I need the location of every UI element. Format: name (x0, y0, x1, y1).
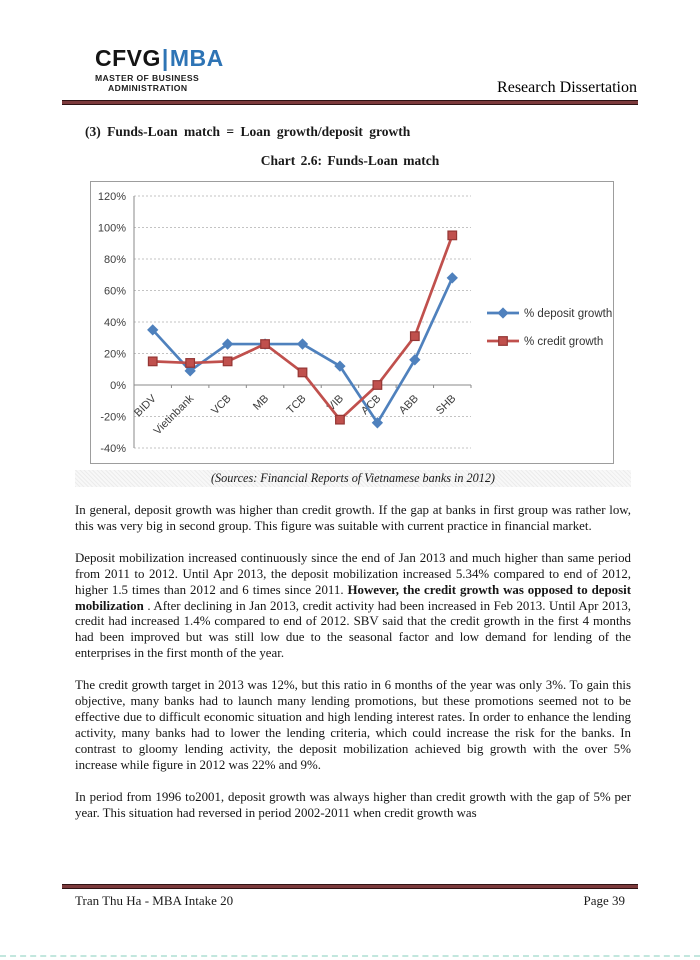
svg-text:-20%: -20% (100, 412, 126, 424)
chart-source-caption: (Sources: Financial Reports of Vietnames… (75, 470, 631, 487)
svg-text:-40%: -40% (100, 443, 126, 455)
footer-divider-rule (62, 884, 638, 889)
logo-cfvg-text: CFVG (95, 45, 161, 71)
svg-text:80%: 80% (104, 254, 126, 266)
footer-author: Tran Thu Ha - MBA Intake 20 (75, 893, 234, 908)
logo-wordmark: CFVG|MBA (95, 47, 224, 70)
funds-loan-line-chart: -40% -20% 0% 20% 40% 60% 80% 100% 120% BIDVVietin… (98, 191, 612, 455)
svg-text:MB: MB (251, 393, 271, 413)
page-bottom-dashed-line (0, 955, 700, 957)
logo-mba-text: MBA (169, 45, 224, 71)
section-heading: (3) Funds-Loan match = Loan growth/depos… (85, 124, 411, 139)
body-text: In general, deposit growth was higher th… (75, 503, 631, 837)
header-divider-rule (62, 100, 638, 105)
paragraph-2: Deposit mobilization increased continuou… (75, 551, 631, 662)
svg-text:BIDV: BIDV (132, 392, 159, 419)
svg-text:% credit growth: % credit growth (524, 336, 603, 348)
svg-text:100%: 100% (98, 223, 126, 235)
footer-page-number: Page 39 (583, 893, 625, 908)
paragraph-2-tail: . After declining in Jan 2013, credit ac… (75, 598, 631, 661)
paragraph-2-lead: Deposit mobilization increased continuou… (75, 550, 631, 597)
svg-text:120%: 120% (98, 191, 126, 203)
svg-text:Vietinbank: Vietinbank (152, 392, 197, 437)
svg-text:60%: 60% (104, 286, 126, 298)
logo-subtitle-line1: MASTER OF BUSINESS (95, 73, 200, 83)
cfvg-mba-logo: CFVG|MBA MASTER OF BUSINESS ADMINISTRATI… (95, 47, 224, 94)
svg-text:0%: 0% (110, 380, 126, 392)
funds-loan-chart-frame: -40% -20% 0% 20% 40% 60% 80% 100% 120% BIDV Vietin… (90, 181, 614, 464)
svg-text:% deposit growth: % deposit growth (524, 308, 612, 320)
svg-text:TCB: TCB (285, 393, 309, 417)
paragraph-3: The credit growth target in 2013 was 12%… (75, 678, 631, 772)
svg-text:ABB: ABB (397, 393, 421, 417)
logo-subtitle-line2: ADMINISTRATION (108, 83, 188, 94)
chart-title: Chart 2.6: Funds-Loan match (260, 153, 440, 168)
logo-separator: | (161, 45, 169, 71)
paragraph-2-bold-phrase: However, the credit growth was opposed t… (75, 582, 631, 613)
svg-text:20%: 20% (104, 349, 126, 361)
svg-text:40%: 40% (104, 317, 126, 329)
paragraph-4: In period from 1996 to2001, deposit grow… (75, 789, 631, 820)
header-document-type: Research Dissertation (497, 79, 637, 96)
logo-subtitle: MASTER OF BUSINESS ADMINISTRATION (95, 73, 224, 94)
paragraph-1: In general, deposit growth was higher th… (75, 503, 631, 533)
svg-text:VCB: VCB (209, 393, 233, 417)
svg-text:SHB: SHB (434, 393, 458, 417)
